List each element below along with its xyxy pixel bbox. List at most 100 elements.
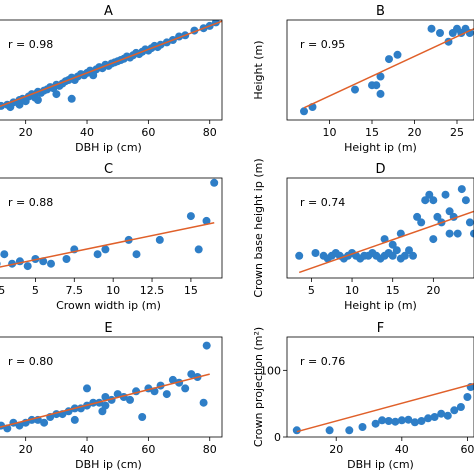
panel-f: F 20 40 60 0 100 DBH ip (cm) Crown projection (… (252, 321, 474, 471)
data-point (427, 24, 436, 33)
axes-frame (0, 336, 223, 438)
data-point (33, 96, 42, 104)
data-point (450, 406, 459, 415)
data-point (433, 212, 442, 221)
data-point (421, 196, 430, 205)
axes-frame (286, 177, 474, 279)
data-point (456, 403, 465, 411)
data-point (15, 100, 24, 109)
x-tick-label: 10 (345, 284, 359, 297)
data-point (101, 401, 110, 410)
data-point (429, 235, 438, 244)
panel-title: B (376, 4, 385, 19)
x-tick-label: 2.5 (0, 284, 5, 297)
x-tick-label: 80 (203, 443, 217, 456)
data-point (470, 229, 474, 238)
correlation-label: r = 0.88 (8, 196, 53, 209)
data-point (430, 413, 439, 421)
x-tick-label: 12.5 (140, 284, 165, 297)
axes-frame (0, 19, 223, 121)
panel-e: E 20 40 60 80 DBH ip (cm) r = 0.80 (0, 321, 223, 471)
x-tick-label: 20 (426, 284, 440, 297)
x-axis-label: DBH ip (cm) (75, 458, 142, 471)
data-point (132, 250, 141, 259)
data-point (388, 240, 397, 249)
plot-area (300, 24, 474, 116)
x-axis-label: Crown width ip (m) (56, 299, 161, 312)
x-tick-label: 60 (460, 443, 474, 456)
data-point (441, 190, 450, 199)
data-point (15, 421, 24, 430)
data-point (113, 390, 122, 399)
panel-title: E (104, 321, 112, 336)
x-tick-label: 10 (323, 126, 337, 139)
data-point (463, 393, 472, 401)
data-point (465, 218, 474, 227)
axes-frame (286, 19, 474, 121)
data-point (202, 216, 211, 225)
data-point (384, 417, 393, 425)
x-tick-label: 15 (365, 126, 379, 139)
data-point (93, 250, 102, 259)
data-point (39, 257, 48, 266)
panel-d: D 5 10 15 20 Height ip (m) Crown base height i… (252, 158, 474, 312)
data-point (162, 390, 171, 399)
data-point (461, 196, 470, 205)
data-point (436, 29, 444, 37)
data-point (351, 85, 359, 94)
panel-c: C 2.5 5 7.5 10 12.5 15 Crown width ip (m) r = 0.… (0, 162, 223, 312)
plot-area (292, 382, 474, 435)
data-point (445, 229, 454, 238)
data-point (168, 375, 177, 384)
data-point (126, 395, 134, 404)
data-point (292, 426, 301, 435)
data-point (385, 55, 393, 64)
data-point (437, 409, 446, 418)
x-tick-label: 20 (408, 126, 422, 139)
data-point (453, 229, 462, 238)
data-point (70, 415, 79, 424)
data-point (425, 190, 434, 199)
regression-line (298, 210, 474, 274)
panel-title: D (375, 162, 385, 177)
data-point (388, 251, 397, 260)
data-point (345, 426, 354, 435)
data-point (101, 393, 110, 401)
data-point (62, 255, 71, 263)
x-tick-label: 40 (80, 443, 94, 456)
data-point (202, 341, 211, 350)
data-point (457, 185, 466, 194)
data-point (372, 81, 381, 90)
x-axis-label: DBH ip (cm) (347, 458, 414, 471)
data-point (325, 426, 334, 435)
data-point (400, 251, 409, 260)
x-tick-label: 15 (184, 284, 198, 297)
y-tick-label: 100 (260, 364, 281, 377)
data-point (311, 249, 320, 257)
data-point (371, 419, 380, 428)
data-point (300, 107, 308, 116)
x-tick-label: 20 (329, 443, 343, 456)
data-point (187, 370, 196, 379)
regression-line (303, 28, 474, 109)
plot-area (295, 185, 474, 274)
x-tick-label: 15 (386, 284, 400, 297)
data-point (23, 262, 32, 271)
data-point (210, 178, 219, 187)
x-tick-label: 10 (106, 284, 120, 297)
data-point (424, 414, 433, 423)
data-point (397, 416, 406, 425)
axes-frame (286, 336, 474, 438)
panel-a: A 20 40 60 80 DBH ip (cm) r = 0.98 (0, 4, 223, 154)
data-point (0, 261, 1, 266)
x-axis-label: DBH ip (cm) (75, 141, 142, 154)
x-tick-label: 5 (32, 284, 39, 297)
correlation-label: r = 0.95 (300, 38, 345, 51)
data-point (47, 259, 55, 268)
y-axis-label: Crown base height ip (m) (252, 158, 265, 297)
data-point (138, 413, 147, 421)
regression-line (296, 382, 474, 433)
x-tick-label: 40 (395, 443, 409, 456)
data-point (89, 71, 98, 80)
